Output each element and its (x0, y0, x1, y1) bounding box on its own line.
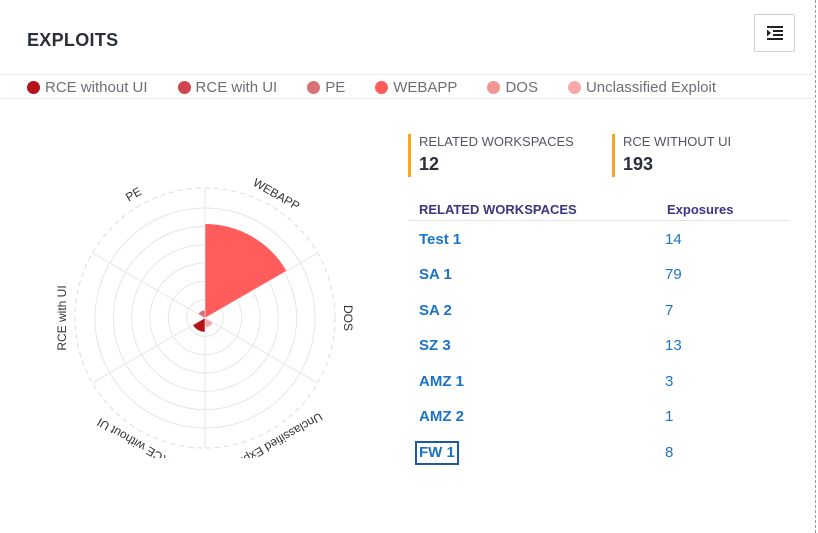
exposure-count: 7 (665, 302, 674, 319)
legend-swatch (307, 80, 321, 94)
panel-edge-divider (815, 0, 816, 533)
category-label: WEBAPP (251, 175, 302, 213)
grid-spoke (92, 252, 206, 319)
workspace-link[interactable]: SZ 3 (419, 337, 451, 354)
exposure-count: 1 (665, 408, 674, 425)
kpi-value: 193 (623, 154, 654, 174)
sector-unclassified-exploit (204, 317, 214, 328)
exposure-count: 3 (665, 373, 674, 390)
kpi-related-workspaces: RELATED WORKSPACES 12 (408, 134, 574, 177)
category-label: RCE with UI (55, 285, 69, 350)
legend-label: WEBAPP (393, 78, 458, 96)
workspace-link[interactable]: AMZ 2 (419, 408, 464, 425)
workspace-link[interactable]: SA 2 (419, 302, 452, 319)
sector-rce-without-ui (192, 317, 206, 333)
kpi-label: RELATED WORKSPACES (419, 134, 574, 149)
exposure-count: 13 (665, 337, 682, 354)
workspaces-table-header: RELATED WORKSPACES Exposures (409, 199, 790, 221)
category-label: PE (123, 184, 144, 204)
table-row: Test 1 14 (409, 228, 790, 254)
legend-swatch (177, 80, 191, 94)
table-row: SA 1 79 (409, 263, 790, 289)
grid-spoke (204, 317, 318, 384)
legend-bottom-divider (0, 98, 814, 99)
grid-spoke (92, 317, 206, 384)
workspace-link[interactable]: AMZ 1 (419, 373, 464, 390)
legend-label: RCE with UI (195, 78, 278, 96)
table-row: FW 1 8 (409, 441, 790, 467)
kpi-label: RCE WITHOUT UI (623, 134, 732, 149)
sector-pe (197, 309, 206, 319)
kpi-rce-without-ui: RCE WITHOUT UI 193 (612, 134, 731, 177)
legend-item-pe[interactable]: PE (307, 79, 345, 96)
legend-label: PE (325, 78, 346, 96)
category-label: Unclassified Exploit (227, 410, 325, 458)
legend-label: RCE without UI (45, 78, 148, 96)
exploits-polar-chart: WEBAPP DOS Unclassified Exploit RCE without… (55, 175, 355, 458)
legend-item-dos[interactable]: DOS (487, 79, 538, 96)
workspace-link[interactable]: SA 1 (419, 266, 452, 283)
sector-webapp (204, 223, 287, 319)
column-header-exposures: Exposures (667, 202, 734, 217)
table-row: AMZ 2 1 (409, 405, 790, 431)
column-header-workspaces: RELATED WORKSPACES (419, 202, 577, 217)
workspace-link[interactable]: Test 1 (419, 231, 462, 248)
kpi-value: 12 (419, 154, 440, 174)
legend-label: Unclassified Exploit (585, 78, 717, 96)
legend-swatch (375, 80, 389, 94)
legend-label: DOS (505, 78, 538, 96)
table-row: AMZ 1 3 (409, 370, 790, 396)
chart-legend: RCE without UI RCE with UI PE WEBAPP DOS… (27, 78, 746, 96)
legend-swatch (27, 80, 40, 94)
indent-menu-icon (766, 26, 783, 40)
table-row: SZ 3 13 (409, 334, 790, 360)
exposure-count: 8 (665, 444, 674, 461)
legend-item-rce-without-ui[interactable]: RCE without UI (27, 79, 148, 96)
legend-item-webapp[interactable]: WEBAPP (375, 79, 457, 96)
legend-top-divider (0, 74, 814, 75)
exposure-count: 14 (665, 231, 682, 248)
workspace-link[interactable]: FW 1 (415, 441, 459, 465)
category-label: DOS (341, 305, 355, 331)
category-label: RCE without UI (95, 415, 173, 458)
legend-swatch (567, 80, 581, 94)
panel-title: EXPLOITS (27, 30, 119, 50)
legend-swatch (487, 80, 501, 94)
legend-item-unclassified-exploit[interactable]: Unclassified Exploit (567, 78, 717, 96)
panel-menu-button[interactable] (754, 14, 795, 52)
legend-item-rce-with-ui[interactable]: RCE with UI (177, 78, 278, 96)
table-row: SA 2 7 (409, 299, 790, 325)
exposure-count: 79 (665, 266, 682, 283)
